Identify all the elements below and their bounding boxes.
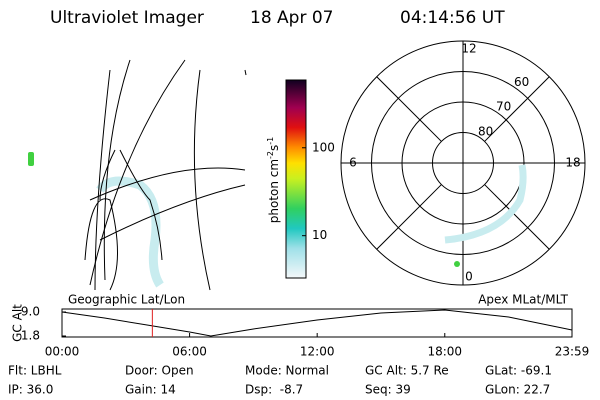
panel-label: Geographic Lat/Lon xyxy=(68,293,185,307)
spoke xyxy=(484,184,550,250)
y-tick-label: 1.8 xyxy=(21,329,40,343)
lat-ring xyxy=(432,132,494,194)
info-field: Mode: Normal xyxy=(245,364,329,378)
info-field: Flt: LBHL xyxy=(8,364,62,378)
colorbar xyxy=(285,79,307,279)
x-tick-label: 06:00 xyxy=(172,345,207,359)
x-tick-label: 00:00 xyxy=(45,345,80,359)
info-field: Door: Open xyxy=(125,364,194,378)
info-field: Gain: 14 xyxy=(125,383,176,397)
lat-label: 60 xyxy=(514,75,529,89)
altitude-line xyxy=(61,309,573,337)
timeline-frame xyxy=(61,308,573,338)
x-tick-label: 12:00 xyxy=(300,345,335,359)
info-field: GLon: 22.7 xyxy=(485,383,550,397)
spoke xyxy=(376,184,442,250)
info-field: Seq: 39 xyxy=(365,383,411,397)
lat-label: 80 xyxy=(478,124,493,138)
info-field: GLat: -69.1 xyxy=(485,364,552,378)
spot xyxy=(454,261,460,267)
title: Ultraviolet Imager xyxy=(50,8,204,28)
mlt-label: 6 xyxy=(349,156,357,170)
colorbar-label: photon cm-2s-1 xyxy=(266,137,281,224)
info-field: GC Alt: 5.7 Re xyxy=(365,364,449,378)
y-axis-label: GC Alt xyxy=(11,304,25,342)
lat-ring xyxy=(371,71,555,255)
y-tick-label: 9.0 xyxy=(21,305,40,319)
mlt-label: 0 xyxy=(465,270,473,284)
geo-map xyxy=(28,59,247,291)
tick-label: 10 xyxy=(312,228,327,242)
info-field: IP: 36.0 xyxy=(8,383,53,397)
lat-label: 70 xyxy=(496,100,511,114)
mlt-label: 18 xyxy=(565,156,580,170)
mlt-label: 12 xyxy=(461,42,476,56)
spoke xyxy=(376,76,442,142)
tick-label: 100 xyxy=(312,140,335,154)
date: 18 Apr 07 xyxy=(250,8,333,28)
lat-ring xyxy=(401,101,525,225)
spoke xyxy=(484,76,550,142)
panel-label: Apex MLat/MLT xyxy=(478,293,568,307)
info-field: Dsp: -8.7 xyxy=(245,383,303,397)
time: 04:14:56 UT xyxy=(400,8,505,28)
x-tick-label: 18:00 xyxy=(427,345,462,359)
aurora xyxy=(444,164,527,244)
x-tick-label: 23:59 xyxy=(555,345,590,359)
